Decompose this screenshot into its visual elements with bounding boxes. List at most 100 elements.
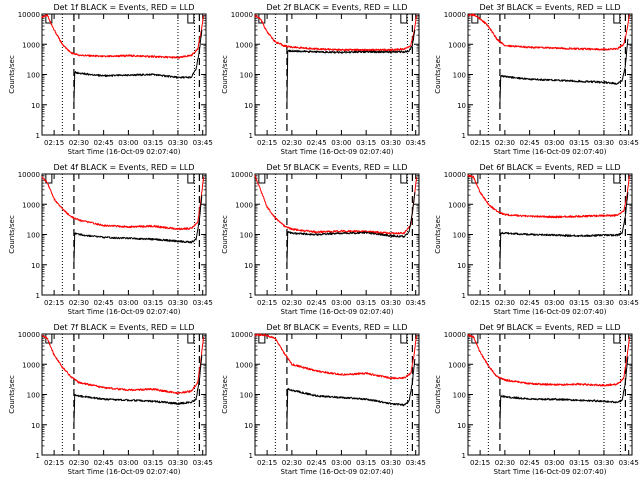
panel-title: Det 4f BLACK = Events, RED = LLD	[53, 163, 194, 172]
x-tick-label: 02:45	[520, 459, 540, 467]
x-tick-label: 02:45	[520, 139, 540, 147]
panel-title: Det 9f BLACK = Events, RED = LLD	[479, 323, 620, 332]
series-line	[41, 176, 204, 231]
x-tick-label: 03:00	[331, 299, 351, 307]
y-tick-label: 100	[240, 72, 253, 80]
plot-frame	[254, 173, 420, 296]
plot-frame	[41, 173, 207, 296]
x-tick-label: 03:15	[569, 299, 589, 307]
x-tick-label: 03:00	[544, 139, 564, 147]
y-tick-label: 10000	[18, 331, 40, 339]
detector-panel: Det 9f BLACK = Events, RED = LLD 1 10 100 10…	[434, 323, 639, 476]
y-tick-label: 100	[27, 392, 40, 400]
x-tick-label: 03:15	[356, 459, 376, 467]
x-tick-label: 02:45	[94, 139, 114, 147]
panel-title: Det 5f BLACK = Events, RED = LLD	[266, 163, 407, 172]
x-axis-label: Start Time (16-Oct-09 02:07:40)	[494, 468, 607, 476]
detector-panel: Det 4f BLACK = Events, RED = LLD 1 10 100 10…	[8, 163, 213, 316]
y-axis-label: Counts/sec	[8, 375, 16, 414]
x-tick-label: 03:30	[168, 299, 188, 307]
x-tick-label: 02:15	[470, 299, 490, 307]
y-tick-label: 1	[36, 292, 40, 300]
x-tick-label: 03:45	[193, 459, 213, 467]
y-axis-label: Counts/sec	[434, 215, 442, 254]
series-line	[499, 192, 629, 266]
x-tick-label: 03:30	[594, 139, 614, 147]
x-tick-label: 03:15	[143, 139, 163, 147]
y-tick-label: 10	[244, 422, 253, 430]
x-axis-label: Start Time (16-Oct-09 02:07:40)	[281, 468, 394, 476]
y-tick-label: 1	[462, 452, 466, 460]
y-tick-label: 1	[462, 292, 466, 300]
series-line	[73, 195, 203, 264]
x-tick-label: 03:30	[168, 459, 188, 467]
detector-panel: Det 6f BLACK = Events, RED = LLD 1 10 100 10…	[434, 163, 639, 316]
x-tick-label: 02:30	[495, 459, 515, 467]
plot-frame	[467, 333, 633, 456]
panel-title: Det 1f BLACK = Events, RED = LLD	[53, 3, 194, 12]
y-tick-label: 1	[249, 452, 253, 460]
x-tick-label: 03:15	[143, 459, 163, 467]
flag-marker-e	[613, 174, 621, 184]
y-tick-label: 1	[249, 292, 253, 300]
y-tick-label: 1000	[448, 41, 466, 49]
flag-marker-e	[400, 14, 408, 24]
x-tick-label: 03:00	[544, 459, 564, 467]
flag-marker-s	[258, 174, 266, 184]
series-line	[73, 355, 203, 426]
flag-marker-s	[471, 334, 479, 344]
y-tick-label: 10	[457, 422, 466, 430]
y-tick-label: 100	[27, 72, 40, 80]
flag-marker-e	[400, 334, 408, 344]
series-line	[73, 29, 203, 105]
flag-marker-e	[187, 334, 195, 344]
y-tick-label: 10000	[18, 171, 40, 179]
x-tick-label: 03:30	[381, 459, 401, 467]
x-tick-label: 03:45	[619, 299, 639, 307]
y-axis-label: Counts/sec	[8, 215, 16, 254]
y-tick-label: 10000	[231, 171, 253, 179]
flag-marker-s	[471, 14, 479, 24]
y-tick-label: 1000	[448, 201, 466, 209]
series-line	[254, 333, 417, 380]
y-tick-label: 10	[244, 102, 253, 110]
detector-panel: Det 5f BLACK = Events, RED = LLD 1 10 100 10…	[221, 163, 426, 316]
y-axis-label: Counts/sec	[434, 375, 442, 414]
x-tick-label: 03:30	[381, 299, 401, 307]
y-tick-label: 10	[457, 102, 466, 110]
x-tick-label: 02:30	[282, 459, 302, 467]
x-tick-label: 03:15	[143, 299, 163, 307]
y-tick-label: 10	[244, 262, 253, 270]
x-tick-label: 03:30	[594, 299, 614, 307]
panel-title: Det 3f BLACK = Events, RED = LLD	[479, 3, 620, 12]
x-tick-label: 02:15	[470, 139, 490, 147]
x-axis-label: Start Time (16-Oct-09 02:07:40)	[494, 148, 607, 156]
x-tick-label: 02:15	[257, 139, 277, 147]
series-line	[41, 334, 204, 395]
flag-marker-s	[45, 174, 53, 184]
y-tick-label: 1000	[235, 201, 253, 209]
flag-marker-e	[187, 14, 195, 24]
x-tick-label: 02:30	[495, 139, 515, 147]
y-tick-label: 100	[453, 72, 466, 80]
y-tick-label: 100	[240, 232, 253, 240]
x-axis-label: Start Time (16-Oct-09 02:07:40)	[68, 468, 181, 476]
x-tick-label: 03:45	[619, 459, 639, 467]
x-tick-label: 03:15	[356, 139, 376, 147]
detector-panel: Det 2f BLACK = Events, RED = LLD 1 10 100 10…	[221, 3, 426, 156]
y-tick-label: 10	[457, 262, 466, 270]
panel-title: Det 8f BLACK = Events, RED = LLD	[266, 323, 407, 332]
y-tick-label: 100	[240, 392, 253, 400]
y-tick-label: 1000	[22, 361, 40, 369]
flag-marker-e	[187, 174, 195, 184]
y-tick-label: 10000	[444, 171, 466, 179]
x-tick-label: 03:30	[594, 459, 614, 467]
x-tick-label: 02:45	[307, 299, 327, 307]
y-axis-label: Counts/sec	[8, 55, 16, 94]
x-tick-label: 02:45	[307, 139, 327, 147]
y-tick-label: 1	[36, 132, 40, 140]
y-axis-label: Counts/sec	[221, 375, 229, 414]
detector-panel: Det 8f BLACK = Events, RED = LLD 1 10 100 10…	[221, 323, 426, 476]
x-tick-label: 02:45	[307, 459, 327, 467]
x-tick-label: 03:45	[406, 139, 426, 147]
